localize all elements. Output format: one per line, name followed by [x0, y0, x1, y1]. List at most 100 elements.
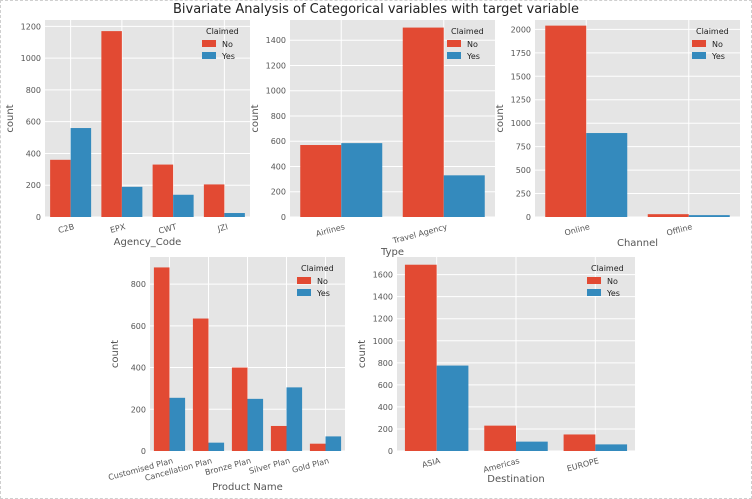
y-axis-label: count [5, 104, 16, 132]
legend-title: Claimed [451, 27, 484, 36]
legend-swatch-yes [202, 52, 216, 59]
y-tick-label: 1000 [266, 87, 286, 96]
bar-yes-silver-plan [286, 387, 303, 451]
x-tick-label: EUROPE [566, 456, 600, 473]
legend-swatch-no [587, 277, 601, 284]
y-tick-label: 200 [378, 425, 393, 434]
legend-swatch-no [447, 40, 461, 47]
y-tick-label: 800 [271, 112, 286, 121]
legend-title: Claimed [696, 27, 729, 36]
y-tick-label: 400 [131, 364, 146, 373]
legend-swatch-no [202, 40, 216, 47]
y-tick-label: 0 [141, 447, 146, 456]
y-tick-label: 2000 [511, 25, 531, 34]
y-axis-label: count [250, 104, 261, 132]
bar-yes-gold-plan [325, 436, 342, 451]
bar-yes-cancellation-plan [208, 442, 225, 451]
bar-no-bronze-plan [231, 367, 248, 451]
bar-yes-customised-plan [169, 397, 186, 451]
x-tick-label: JZI [216, 222, 229, 234]
y-tick-label: 600 [378, 381, 393, 390]
x-tick-label: Offline [666, 222, 694, 238]
x-axis-label: Channel [617, 238, 658, 249]
legend-entry-no: No [607, 277, 618, 286]
bar-no-airlines [300, 145, 342, 217]
bar-yes-bronze-plan [247, 398, 264, 451]
y-tick-label: 200 [271, 188, 286, 197]
bar-yes-c2b [70, 128, 92, 217]
y-tick-label: 1200 [21, 22, 41, 31]
legend-title: Claimed [301, 264, 334, 273]
x-axis-label: Agency_Code [114, 237, 182, 248]
y-tick-label: 1600 [373, 271, 393, 280]
y-tick-label: 750 [516, 143, 531, 152]
bar-no-c2b [50, 159, 71, 217]
bar-yes-jzi [224, 213, 245, 217]
legend-swatch-yes [297, 289, 311, 296]
x-tick-label: Online [564, 222, 591, 237]
legend-entry-no: No [222, 40, 233, 49]
legend: Claimed No Yes [587, 264, 624, 298]
bar-yes-travel-agency [443, 175, 485, 217]
y-tick-label: 600 [26, 118, 41, 127]
y-tick-label: 1000 [511, 119, 531, 128]
bar-no-customised-plan [153, 267, 170, 451]
figure-title: Bivariate Analysis of Categorical variab… [172, 2, 580, 17]
chart-5: 0 200 400 600 800 1000 1200 1400 1600 ASIA America… [357, 257, 635, 485]
x-tick-label: Silver Plan [248, 456, 291, 476]
chart-3: 0 250 500 750 1000 1250 1500 1750 2000 Online Offl… [495, 20, 740, 249]
chart-1: 0 200 400 600 800 1000 1200 C2B EPX CWT JZI Agency_… [5, 20, 250, 248]
legend-title: Claimed [591, 264, 624, 273]
x-tick-label: CWT [158, 222, 178, 235]
y-tick-label: 800 [26, 86, 41, 95]
y-tick-label: 1750 [511, 49, 531, 58]
x-axis-label: Destination [487, 474, 544, 485]
legend: Claimed No Yes [202, 27, 239, 61]
bar-yes-online [586, 133, 628, 217]
y-tick-label: 0 [36, 213, 41, 222]
y-tick-label: 0 [388, 447, 393, 456]
y-tick-label: 800 [131, 280, 146, 289]
bar-yes-cwt [173, 194, 194, 217]
legend-title: Claimed [206, 27, 239, 36]
legend-entry-yes: Yes [606, 289, 620, 298]
y-tick-label: 1000 [21, 54, 41, 63]
y-axis-label: count [110, 340, 121, 368]
legend-entry-no: No [467, 40, 478, 49]
x-tick-label: Gold Plan [291, 456, 330, 475]
x-tick-label: EPX [109, 222, 127, 235]
bar-no-cancellation-plan [192, 318, 209, 451]
y-tick-label: 0 [281, 213, 286, 222]
y-axis-label: count [357, 340, 368, 368]
legend-swatch-no [297, 277, 311, 284]
y-tick-label: 600 [131, 322, 146, 331]
bar-no-europe [563, 434, 596, 451]
y-tick-label: 1200 [266, 61, 286, 70]
bar-no-jzi [203, 184, 225, 217]
x-tick-label: Travel Agency [391, 222, 449, 246]
legend-entry-yes: Yes [711, 52, 725, 61]
legend-entry-yes: Yes [316, 289, 330, 298]
legend-entry-no: No [712, 40, 723, 49]
y-axis-label: count [495, 104, 506, 132]
chart-2: 0 200 400 600 800 1000 1200 1400 Airlines Travel … [250, 20, 495, 258]
bar-no-americas [484, 425, 516, 451]
bar-yes-epx [121, 186, 143, 217]
bar-no-gold-plan [309, 443, 326, 451]
y-tick-label: 200 [26, 181, 41, 190]
bar-no-travel-agency [402, 27, 444, 218]
legend-entry-no: No [317, 277, 328, 286]
y-tick-label: 1000 [373, 337, 393, 346]
y-tick-label: 600 [271, 137, 286, 146]
y-tick-label: 400 [271, 162, 286, 171]
y-tick-label: 1500 [511, 72, 531, 81]
bar-yes-americas [516, 441, 548, 451]
legend-entry-yes: Yes [221, 52, 235, 61]
y-tick-label: 1400 [373, 293, 393, 302]
y-tick-label: 500 [516, 166, 531, 175]
bar-no-silver-plan [270, 425, 287, 451]
bar-no-online [545, 25, 587, 217]
bar-yes-airlines [341, 143, 383, 217]
